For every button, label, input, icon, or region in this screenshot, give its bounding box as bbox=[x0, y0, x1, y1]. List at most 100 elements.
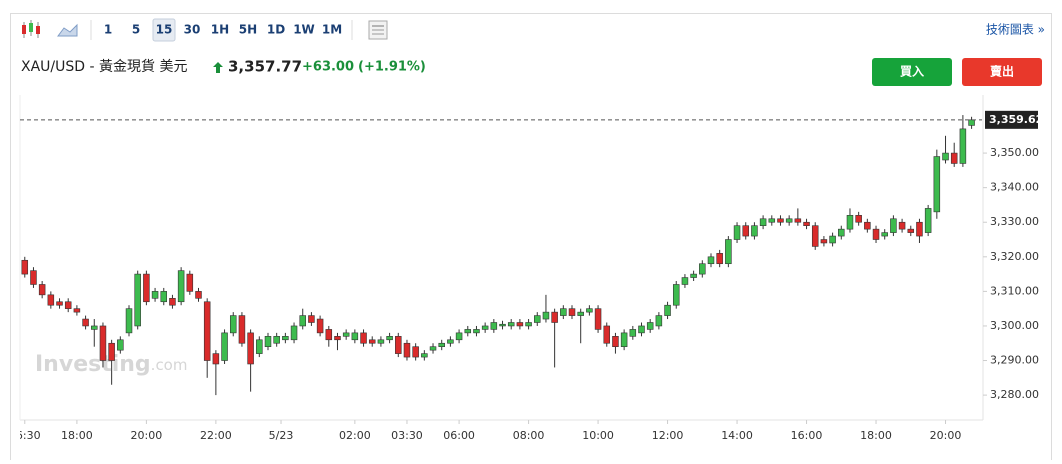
area-icon[interactable] bbox=[57, 23, 78, 37]
sell-button[interactable] bbox=[962, 58, 1042, 86]
sell-label[interactable]: 賣出 bbox=[989, 64, 1014, 79]
candle-body bbox=[916, 221, 923, 237]
candle-body bbox=[30, 270, 37, 285]
candle-body bbox=[655, 315, 663, 327]
candle-body bbox=[890, 218, 897, 233]
y-tick-label: 3,320.00 bbox=[990, 250, 1039, 263]
candle-body bbox=[99, 325, 107, 361]
interval-button[interactable]: 5 bbox=[132, 23, 140, 37]
candle-body bbox=[725, 239, 732, 265]
candle-body bbox=[733, 225, 741, 240]
price: 3,357.77 bbox=[228, 58, 302, 76]
candle-body bbox=[203, 301, 211, 361]
buy-button[interactable] bbox=[872, 58, 952, 86]
candle-icon[interactable] bbox=[22, 20, 40, 38]
candle-body bbox=[907, 228, 915, 233]
candle-body bbox=[151, 291, 159, 299]
candle-body bbox=[438, 342, 445, 348]
candle-body bbox=[707, 256, 715, 265]
candle-body bbox=[368, 339, 376, 344]
candle-body bbox=[56, 301, 63, 306]
candle-body bbox=[785, 218, 793, 223]
candle-body bbox=[221, 332, 228, 361]
interval-button[interactable]: 1H bbox=[211, 23, 229, 37]
candle-body bbox=[803, 221, 810, 226]
x-tick-label: 18:00 bbox=[860, 429, 892, 442]
interval-button[interactable]: 30 bbox=[184, 23, 201, 37]
interval-button[interactable]: 15 bbox=[156, 23, 173, 37]
y-tick-label: 3,340.00 bbox=[990, 181, 1039, 194]
candle-body bbox=[464, 329, 472, 334]
buy-label[interactable]: 買入 bbox=[900, 65, 924, 79]
x-tick-label: 02:00 bbox=[339, 429, 371, 442]
candle-body bbox=[273, 336, 280, 344]
candle-body bbox=[577, 311, 584, 316]
candle-body bbox=[342, 332, 350, 337]
candle-body bbox=[447, 339, 454, 344]
candle-body bbox=[751, 225, 758, 237]
candle-body bbox=[716, 253, 723, 265]
x-tick-label: 14:00 bbox=[721, 429, 753, 442]
change-pct: (+1.91%) bbox=[358, 60, 426, 75]
tech-chart-link[interactable]: 技術圖表 » bbox=[986, 23, 1045, 37]
candle-body bbox=[377, 339, 385, 344]
candle-body bbox=[481, 325, 489, 330]
candle-body bbox=[959, 128, 967, 164]
candle-body bbox=[73, 308, 81, 313]
candle-body bbox=[395, 336, 402, 354]
candle-body bbox=[455, 332, 463, 341]
candle-body bbox=[777, 218, 784, 223]
x-tick-label: 12:00 bbox=[652, 429, 684, 442]
candle-body bbox=[924, 208, 932, 233]
interval-button[interactable]: 1W bbox=[293, 23, 315, 37]
candle-body bbox=[421, 353, 428, 358]
candle-body bbox=[594, 308, 602, 330]
candle-body bbox=[256, 339, 263, 354]
y-tick-label: 3,310.00 bbox=[990, 284, 1039, 297]
candle-body bbox=[169, 297, 176, 306]
candle-body bbox=[143, 273, 150, 303]
candle-body bbox=[759, 218, 767, 226]
candle-body bbox=[490, 322, 498, 330]
candle-body bbox=[38, 284, 46, 296]
candle-body bbox=[690, 273, 697, 278]
candle-body bbox=[699, 263, 706, 275]
selected-interval bbox=[152, 18, 176, 42]
candle-body bbox=[325, 329, 333, 341]
candle-body bbox=[542, 311, 550, 320]
candle-body bbox=[238, 315, 246, 344]
candle-body bbox=[360, 332, 367, 344]
candle-body bbox=[551, 311, 558, 323]
candle-body bbox=[516, 322, 524, 327]
watermark: Investing.com bbox=[35, 352, 187, 377]
settings-icon[interactable] bbox=[368, 20, 388, 40]
x-tick-label: 5/23 bbox=[269, 429, 294, 442]
candle-body bbox=[403, 342, 411, 358]
candle-body bbox=[672, 284, 680, 306]
candle-body bbox=[299, 315, 306, 327]
x-tick-label: 18:00 bbox=[61, 429, 93, 442]
candle-body bbox=[212, 353, 220, 365]
interval-button[interactable]: 1M bbox=[322, 23, 342, 37]
candle-body bbox=[91, 325, 98, 330]
candle-body bbox=[21, 259, 29, 275]
x-tick-label: 03:30 bbox=[391, 429, 423, 442]
candle-body bbox=[525, 322, 532, 327]
candle-body bbox=[629, 329, 637, 337]
interval-button[interactable]: 1D bbox=[267, 23, 285, 37]
candle-body bbox=[412, 346, 419, 358]
candle-body bbox=[82, 318, 89, 327]
interval-button[interactable]: 1 bbox=[104, 23, 112, 37]
candle-body bbox=[846, 215, 854, 230]
candle-body bbox=[473, 329, 480, 334]
candle-body bbox=[195, 291, 202, 299]
candle-body bbox=[264, 336, 272, 348]
candle-body bbox=[229, 315, 237, 334]
candle-body bbox=[334, 336, 341, 341]
x-tick-label: 16:00 bbox=[791, 429, 823, 442]
interval-button[interactable]: 5H bbox=[239, 23, 257, 37]
candle-body bbox=[134, 273, 141, 327]
candle-body bbox=[499, 323, 506, 327]
candle-body bbox=[855, 215, 862, 223]
candle-body bbox=[794, 218, 802, 223]
